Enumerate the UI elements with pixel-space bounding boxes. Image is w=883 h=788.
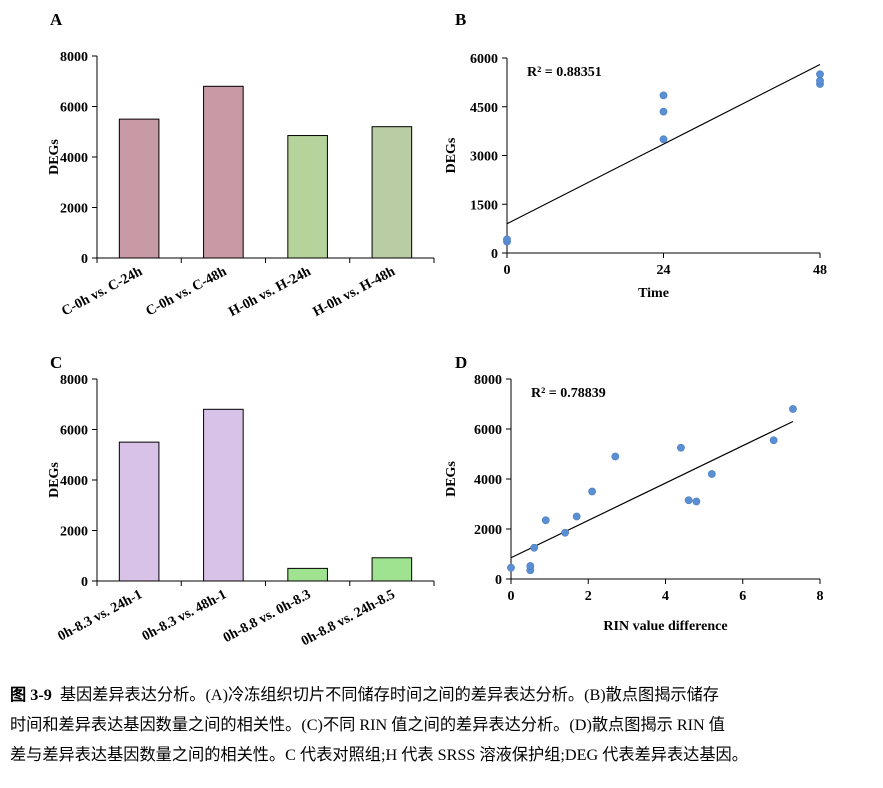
panel-a-bar bbox=[287, 135, 328, 259]
panel-d-point bbox=[530, 543, 539, 552]
caption-line-2: 时间和差异表达基因数量之间的相关性。(C)不同 RIN 值之间的差异表达分析。(… bbox=[10, 716, 725, 734]
caption-text-1: 基因差异表达分析。(A)冷冻组织切片不同储存时间之间的差异表达分析。(B)散点图… bbox=[59, 686, 719, 704]
panel-d-ytick-label: 8000 bbox=[474, 373, 502, 388]
panel-b-ytick-label: 4500 bbox=[470, 101, 498, 116]
panel-d-xlabel: RIN value difference bbox=[603, 619, 727, 634]
panel-c-bar bbox=[203, 408, 244, 582]
panel-d-point bbox=[611, 452, 620, 461]
panel-d-point bbox=[677, 443, 685, 452]
caption-line-1: 图 3-9 基因差异表达分析。(A)冷冻组织切片不同储存时间之间的差异表达分析。(… bbox=[10, 680, 878, 710]
panel-a-ytick-label: 0 bbox=[81, 252, 88, 267]
panel-c-category-label: 0h-8.3 vs. 48h-1 bbox=[140, 587, 229, 644]
panel-d-point bbox=[684, 496, 693, 505]
panel-b-ytick-label: 3000 bbox=[470, 150, 498, 165]
panel-b-ytick-label: 1500 bbox=[470, 198, 498, 213]
caption-label: 图 3-9 bbox=[10, 686, 52, 704]
panel-d-point bbox=[789, 405, 797, 413]
panel-c-ylabel: DEGs bbox=[47, 462, 62, 498]
panel-b-xlabel: Time bbox=[638, 286, 669, 301]
panel-d-xtick-label: 8 bbox=[817, 589, 824, 604]
panel-d-point bbox=[588, 487, 597, 496]
panel-d-point bbox=[769, 436, 778, 445]
panel-a-bar bbox=[118, 118, 160, 259]
panel-b-label: B bbox=[455, 10, 466, 29]
panel-b-point bbox=[659, 91, 668, 100]
panel-c-bar bbox=[371, 557, 413, 582]
panel-c-category-label: 0h-8.8 vs. 24h-8.5 bbox=[299, 587, 398, 649]
panel-b-point bbox=[503, 235, 511, 244]
panel-d-xtick-label: 4 bbox=[662, 589, 669, 604]
panel-b-ytick-label: 6000 bbox=[470, 52, 498, 67]
panel-d-point bbox=[507, 563, 515, 572]
panel-d-xtick-label: 0 bbox=[508, 589, 515, 604]
panel-a-ylabel: DEGs bbox=[47, 139, 62, 175]
panel-b-r2-annotation: R² = 0.88351 bbox=[527, 65, 602, 80]
panel-c-label: C bbox=[50, 353, 62, 372]
panel-b-ytick-label: 0 bbox=[491, 247, 498, 262]
panel-c-ytick-label: 0 bbox=[81, 575, 88, 590]
panel-a-category-label: C-0h vs. C-48h bbox=[144, 264, 230, 319]
panel-b-point bbox=[659, 107, 668, 116]
panel-d-xtick-label: 6 bbox=[739, 589, 746, 604]
figure-caption: 图 3-9 基因差异表达分析。(A)冷冻组织切片不同储存时间之间的差异表达分析。(… bbox=[10, 680, 878, 770]
panel-b-trendline bbox=[506, 63, 821, 225]
panel-d-ytick-label: 4000 bbox=[474, 473, 502, 488]
panel-a-category-label: C-0h vs. C-24h bbox=[59, 264, 145, 319]
panel-d-ytick-label: 6000 bbox=[474, 423, 502, 438]
panel-d-point bbox=[692, 497, 701, 506]
panel-c-category-label: 0h-8.3 vs. 24h-1 bbox=[56, 587, 145, 644]
panel-d-point bbox=[541, 516, 550, 525]
panel-a-ytick-label: 2000 bbox=[60, 202, 88, 217]
panel-d-point bbox=[707, 470, 716, 478]
panel-d-point bbox=[572, 512, 581, 521]
panel-b-xtick-label: 0 bbox=[504, 263, 511, 278]
panel-d-ytick-label: 2000 bbox=[474, 523, 502, 538]
panel-c-ytick-label: 4000 bbox=[60, 474, 88, 489]
panel-b-point bbox=[816, 76, 824, 85]
panel-b-point bbox=[816, 70, 824, 79]
panel-b-ylabel: DEGs bbox=[444, 137, 459, 173]
panel-b-xtick-label: 24 bbox=[657, 263, 671, 278]
panel-d-ylabel: DEGs bbox=[444, 461, 459, 497]
caption-line-3: 差与差异表达基因数量之间的相关性。C 代表对照组;H 代表 SRSS 溶液保护组… bbox=[10, 746, 748, 764]
panel-d-ytick-label: 0 bbox=[495, 573, 502, 588]
panel-a-category-label: H-0h vs. H-24h bbox=[226, 264, 313, 320]
panel-d-r2-annotation: R² = 0.78839 bbox=[531, 386, 606, 401]
panel-c-ytick-label: 2000 bbox=[60, 525, 88, 540]
panel-c-ytick-label: 8000 bbox=[60, 373, 88, 388]
panel-d-point bbox=[526, 562, 535, 570]
panel-b-point bbox=[659, 135, 668, 144]
panel-a-category-label: H-0h vs. H-48h bbox=[311, 264, 398, 320]
panel-b-xtick-label: 48 bbox=[813, 263, 827, 278]
panel-a-ytick-label: 8000 bbox=[60, 50, 88, 65]
panel-d-xtick-label: 2 bbox=[585, 589, 592, 604]
panel-d-trendline bbox=[510, 420, 794, 559]
panel-c-bar bbox=[287, 567, 328, 582]
panel-a-label: A bbox=[50, 10, 63, 29]
panel-d-label: D bbox=[455, 353, 467, 372]
panel-a-ytick-label: 6000 bbox=[60, 101, 88, 116]
panel-a-bar bbox=[371, 126, 413, 259]
panel-d-point bbox=[561, 528, 569, 537]
panel-c-ytick-label: 6000 bbox=[60, 424, 88, 439]
panel-a-ytick-label: 4000 bbox=[60, 151, 88, 166]
panel-c-bar bbox=[118, 441, 160, 582]
panel-a-bar bbox=[203, 85, 244, 259]
